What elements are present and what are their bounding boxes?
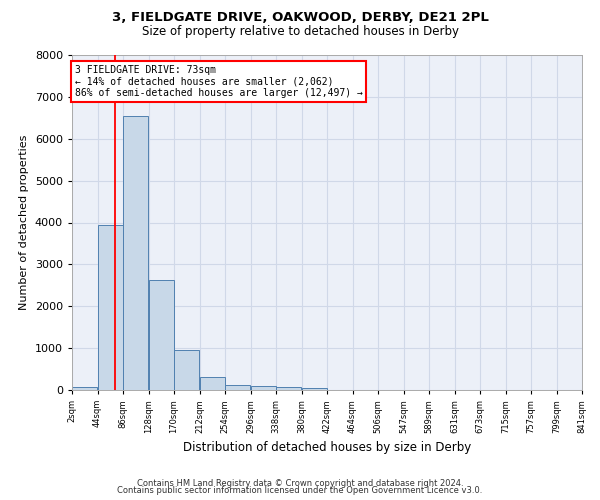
- Bar: [123, 116, 148, 390]
- Bar: [302, 388, 327, 390]
- Text: Contains public sector information licensed under the Open Government Licence v3: Contains public sector information licen…: [118, 486, 482, 495]
- Text: 3 FIELDGATE DRIVE: 73sqm
← 14% of detached houses are smaller (2,062)
86% of sem: 3 FIELDGATE DRIVE: 73sqm ← 14% of detach…: [74, 65, 362, 98]
- Bar: [200, 378, 225, 390]
- Bar: [174, 350, 199, 390]
- Text: Size of property relative to detached houses in Derby: Size of property relative to detached ho…: [142, 25, 458, 38]
- X-axis label: Distribution of detached houses by size in Derby: Distribution of detached houses by size …: [183, 442, 471, 454]
- Bar: [98, 224, 123, 390]
- Bar: [251, 386, 276, 390]
- Text: Contains HM Land Registry data © Crown copyright and database right 2024.: Contains HM Land Registry data © Crown c…: [137, 478, 463, 488]
- Bar: [276, 387, 301, 390]
- Bar: [149, 280, 174, 390]
- Text: 3, FIELDGATE DRIVE, OAKWOOD, DERBY, DE21 2PL: 3, FIELDGATE DRIVE, OAKWOOD, DERBY, DE21…: [112, 11, 488, 24]
- Y-axis label: Number of detached properties: Number of detached properties: [19, 135, 29, 310]
- Bar: [225, 385, 250, 390]
- Bar: [72, 387, 97, 390]
